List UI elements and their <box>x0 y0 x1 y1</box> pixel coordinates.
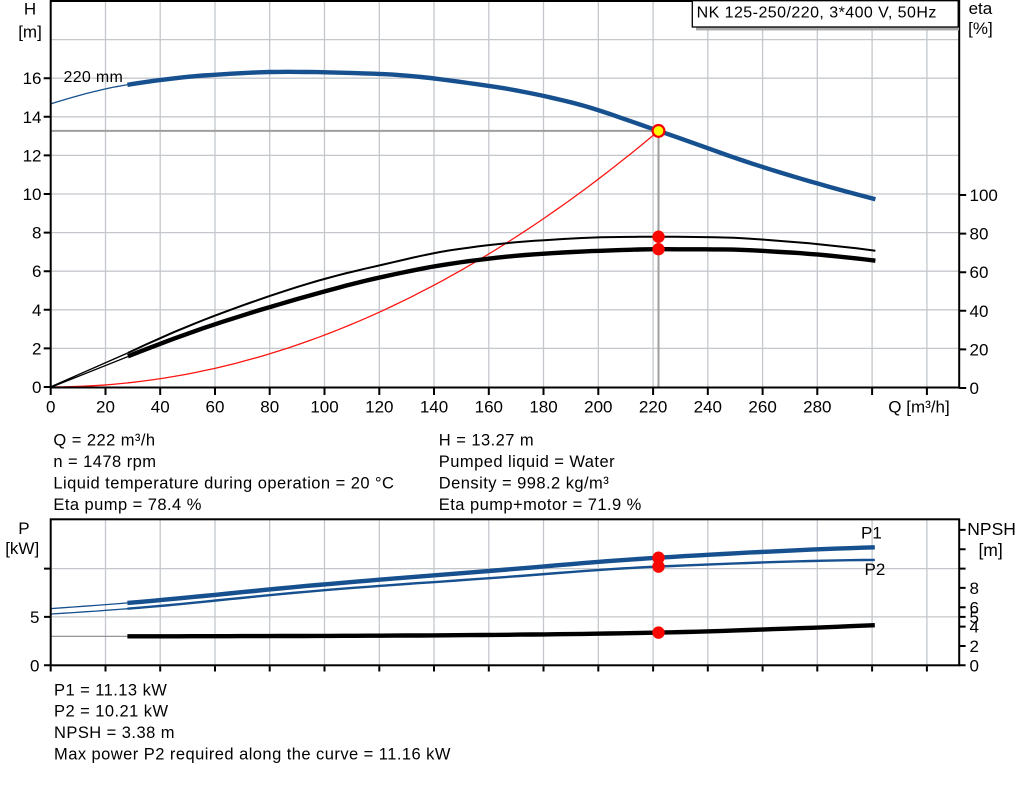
svg-text:2: 2 <box>970 637 979 656</box>
svg-text:Density = 998.2 kg/m³: Density = 998.2 kg/m³ <box>439 475 609 493</box>
svg-text:60: 60 <box>206 398 225 417</box>
svg-text:100: 100 <box>970 186 998 205</box>
svg-text:5: 5 <box>30 608 39 627</box>
svg-text:Pumped liquid = Water: Pumped liquid = Water <box>439 453 615 471</box>
svg-text:16: 16 <box>23 69 42 88</box>
svg-text:180: 180 <box>529 398 557 417</box>
svg-text:P2 = 10.21 kW: P2 = 10.21 kW <box>54 703 169 721</box>
svg-text:80: 80 <box>970 225 989 244</box>
svg-text:5: 5 <box>970 608 979 627</box>
svg-text:Max power P2 required along th: Max power P2 required along the curve = … <box>54 746 451 764</box>
svg-text:P2: P2 <box>865 560 886 579</box>
svg-text:[%]: [%] <box>968 19 993 38</box>
svg-text:Liquid temperature during oper: Liquid temperature during operation = 20… <box>53 475 394 493</box>
svg-text:NPSH = 3.38 m: NPSH = 3.38 m <box>54 724 175 742</box>
svg-text:20: 20 <box>970 340 989 359</box>
svg-text:0: 0 <box>30 656 39 675</box>
svg-text:2: 2 <box>32 339 41 358</box>
svg-text:40: 40 <box>151 398 170 417</box>
svg-text:[kW]: [kW] <box>5 539 39 558</box>
svg-text:10: 10 <box>23 185 42 204</box>
svg-text:6: 6 <box>970 598 979 617</box>
svg-text:P: P <box>18 519 29 538</box>
svg-text:280: 280 <box>803 398 831 417</box>
svg-text:200: 200 <box>584 398 612 417</box>
svg-text:160: 160 <box>475 398 503 417</box>
svg-text:0: 0 <box>46 398 55 417</box>
svg-text:240: 240 <box>694 398 722 417</box>
svg-text:Q = 222 m³/h: Q = 222 m³/h <box>53 432 155 450</box>
svg-text:14: 14 <box>23 108 42 127</box>
svg-text:NK 125-250/220, 3*400 V, 50Hz: NK 125-250/220, 3*400 V, 50Hz <box>697 4 937 21</box>
svg-text:120: 120 <box>365 398 393 417</box>
svg-text:[m]: [m] <box>18 22 42 41</box>
svg-text:4: 4 <box>32 301 41 320</box>
svg-text:60: 60 <box>970 263 989 282</box>
svg-text:eta: eta <box>969 0 993 18</box>
svg-text:8: 8 <box>970 579 979 598</box>
svg-text:80: 80 <box>260 398 279 417</box>
svg-text:0: 0 <box>970 379 979 398</box>
svg-text:Q [m³/h]: Q [m³/h] <box>888 398 949 417</box>
svg-text:220 mm: 220 mm <box>64 69 124 86</box>
svg-text:[m]: [m] <box>978 540 1002 560</box>
svg-text:H = 13.27 m: H = 13.27 m <box>439 432 534 450</box>
svg-text:P1 = 11.13 kW: P1 = 11.13 kW <box>54 681 167 699</box>
svg-text:0: 0 <box>970 656 979 675</box>
svg-text:Eta pump = 78.4 %: Eta pump = 78.4 % <box>53 496 201 514</box>
svg-text:H: H <box>24 0 36 18</box>
svg-text:0: 0 <box>32 378 41 397</box>
svg-text:140: 140 <box>420 398 448 417</box>
svg-text:n = 1478 rpm: n = 1478 rpm <box>53 453 156 471</box>
svg-text:20: 20 <box>96 398 115 417</box>
svg-text:6: 6 <box>32 262 41 281</box>
svg-text:100: 100 <box>310 398 338 417</box>
svg-text:Eta pump+motor = 71.9 %: Eta pump+motor = 71.9 % <box>439 496 642 514</box>
svg-text:P1: P1 <box>861 524 882 543</box>
svg-text:12: 12 <box>23 146 42 165</box>
svg-text:8: 8 <box>32 224 41 243</box>
svg-text:40: 40 <box>970 302 989 321</box>
svg-text:NPSH: NPSH <box>967 519 1016 539</box>
svg-text:220: 220 <box>639 398 667 417</box>
svg-text:4: 4 <box>970 618 979 637</box>
svg-text:260: 260 <box>748 398 776 417</box>
